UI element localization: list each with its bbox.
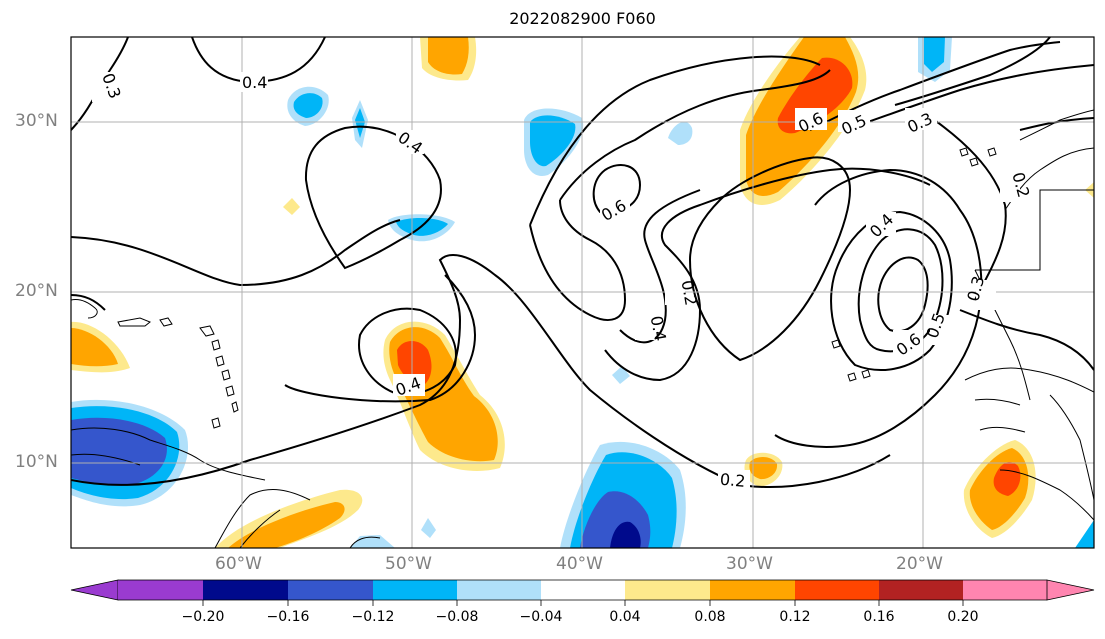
lat-label: 20°N <box>15 281 58 301</box>
lat-label: 10°N <box>15 452 58 472</box>
colorbar-tick-label: 0.12 <box>779 609 811 625</box>
colorbar-tick-label: 0.20 <box>947 609 979 625</box>
colorbar-segment <box>625 580 710 600</box>
lon-label: 30°W <box>726 554 773 574</box>
contour-label: 0.4 <box>647 314 670 342</box>
colorbar-segment <box>1046 579 1095 601</box>
colorbar-segment <box>373 580 457 600</box>
colorbar-tick-label: 0.08 <box>694 609 726 625</box>
colorbar-segment <box>70 579 119 601</box>
colorbar-tick-label: −0.12 <box>351 609 395 625</box>
colorbar <box>70 579 1095 606</box>
colorbar-segment <box>879 580 963 600</box>
contour-label: 0.2 <box>678 279 701 307</box>
lon-label: 60°W <box>215 554 262 574</box>
colorbar-tick-label: −0.04 <box>519 609 563 625</box>
lon-label: 40°W <box>556 554 603 574</box>
contour-lines <box>71 37 1094 488</box>
colorbar-tick-label: 0.04 <box>609 609 641 625</box>
colorbar-segment <box>795 580 879 600</box>
colorbar-tick-label: 0.16 <box>863 609 895 625</box>
colorbar-segment <box>203 580 288 600</box>
colorbar-segment <box>457 580 541 600</box>
map-title: 2022082900 F060 <box>509 9 656 28</box>
lat-label: 30°N <box>15 111 58 131</box>
plot-frame <box>70 36 1095 549</box>
contour-label-group: 0.3 0.4 0.4 0.6 0.2 0.4 0.6 0.5 0.3 0.4 … <box>92 71 1033 491</box>
colorbar-tick-label: −0.16 <box>266 609 310 625</box>
lon-label: 50°W <box>385 554 432 574</box>
contour-label: 0.2 <box>719 470 746 491</box>
colorbar-tick-label: −0.20 <box>181 609 225 625</box>
colorbar-segment <box>541 580 625 600</box>
colorbar-segment <box>118 580 203 600</box>
colorbar-segment <box>710 580 795 600</box>
colorbar-segment <box>963 580 1047 600</box>
lon-label: 20°W <box>896 554 943 574</box>
contour-label: 0.4 <box>242 73 267 92</box>
colorbar-tick-label: −0.08 <box>435 609 479 625</box>
colorbar-segment <box>288 580 373 600</box>
gridlines <box>71 37 1094 548</box>
